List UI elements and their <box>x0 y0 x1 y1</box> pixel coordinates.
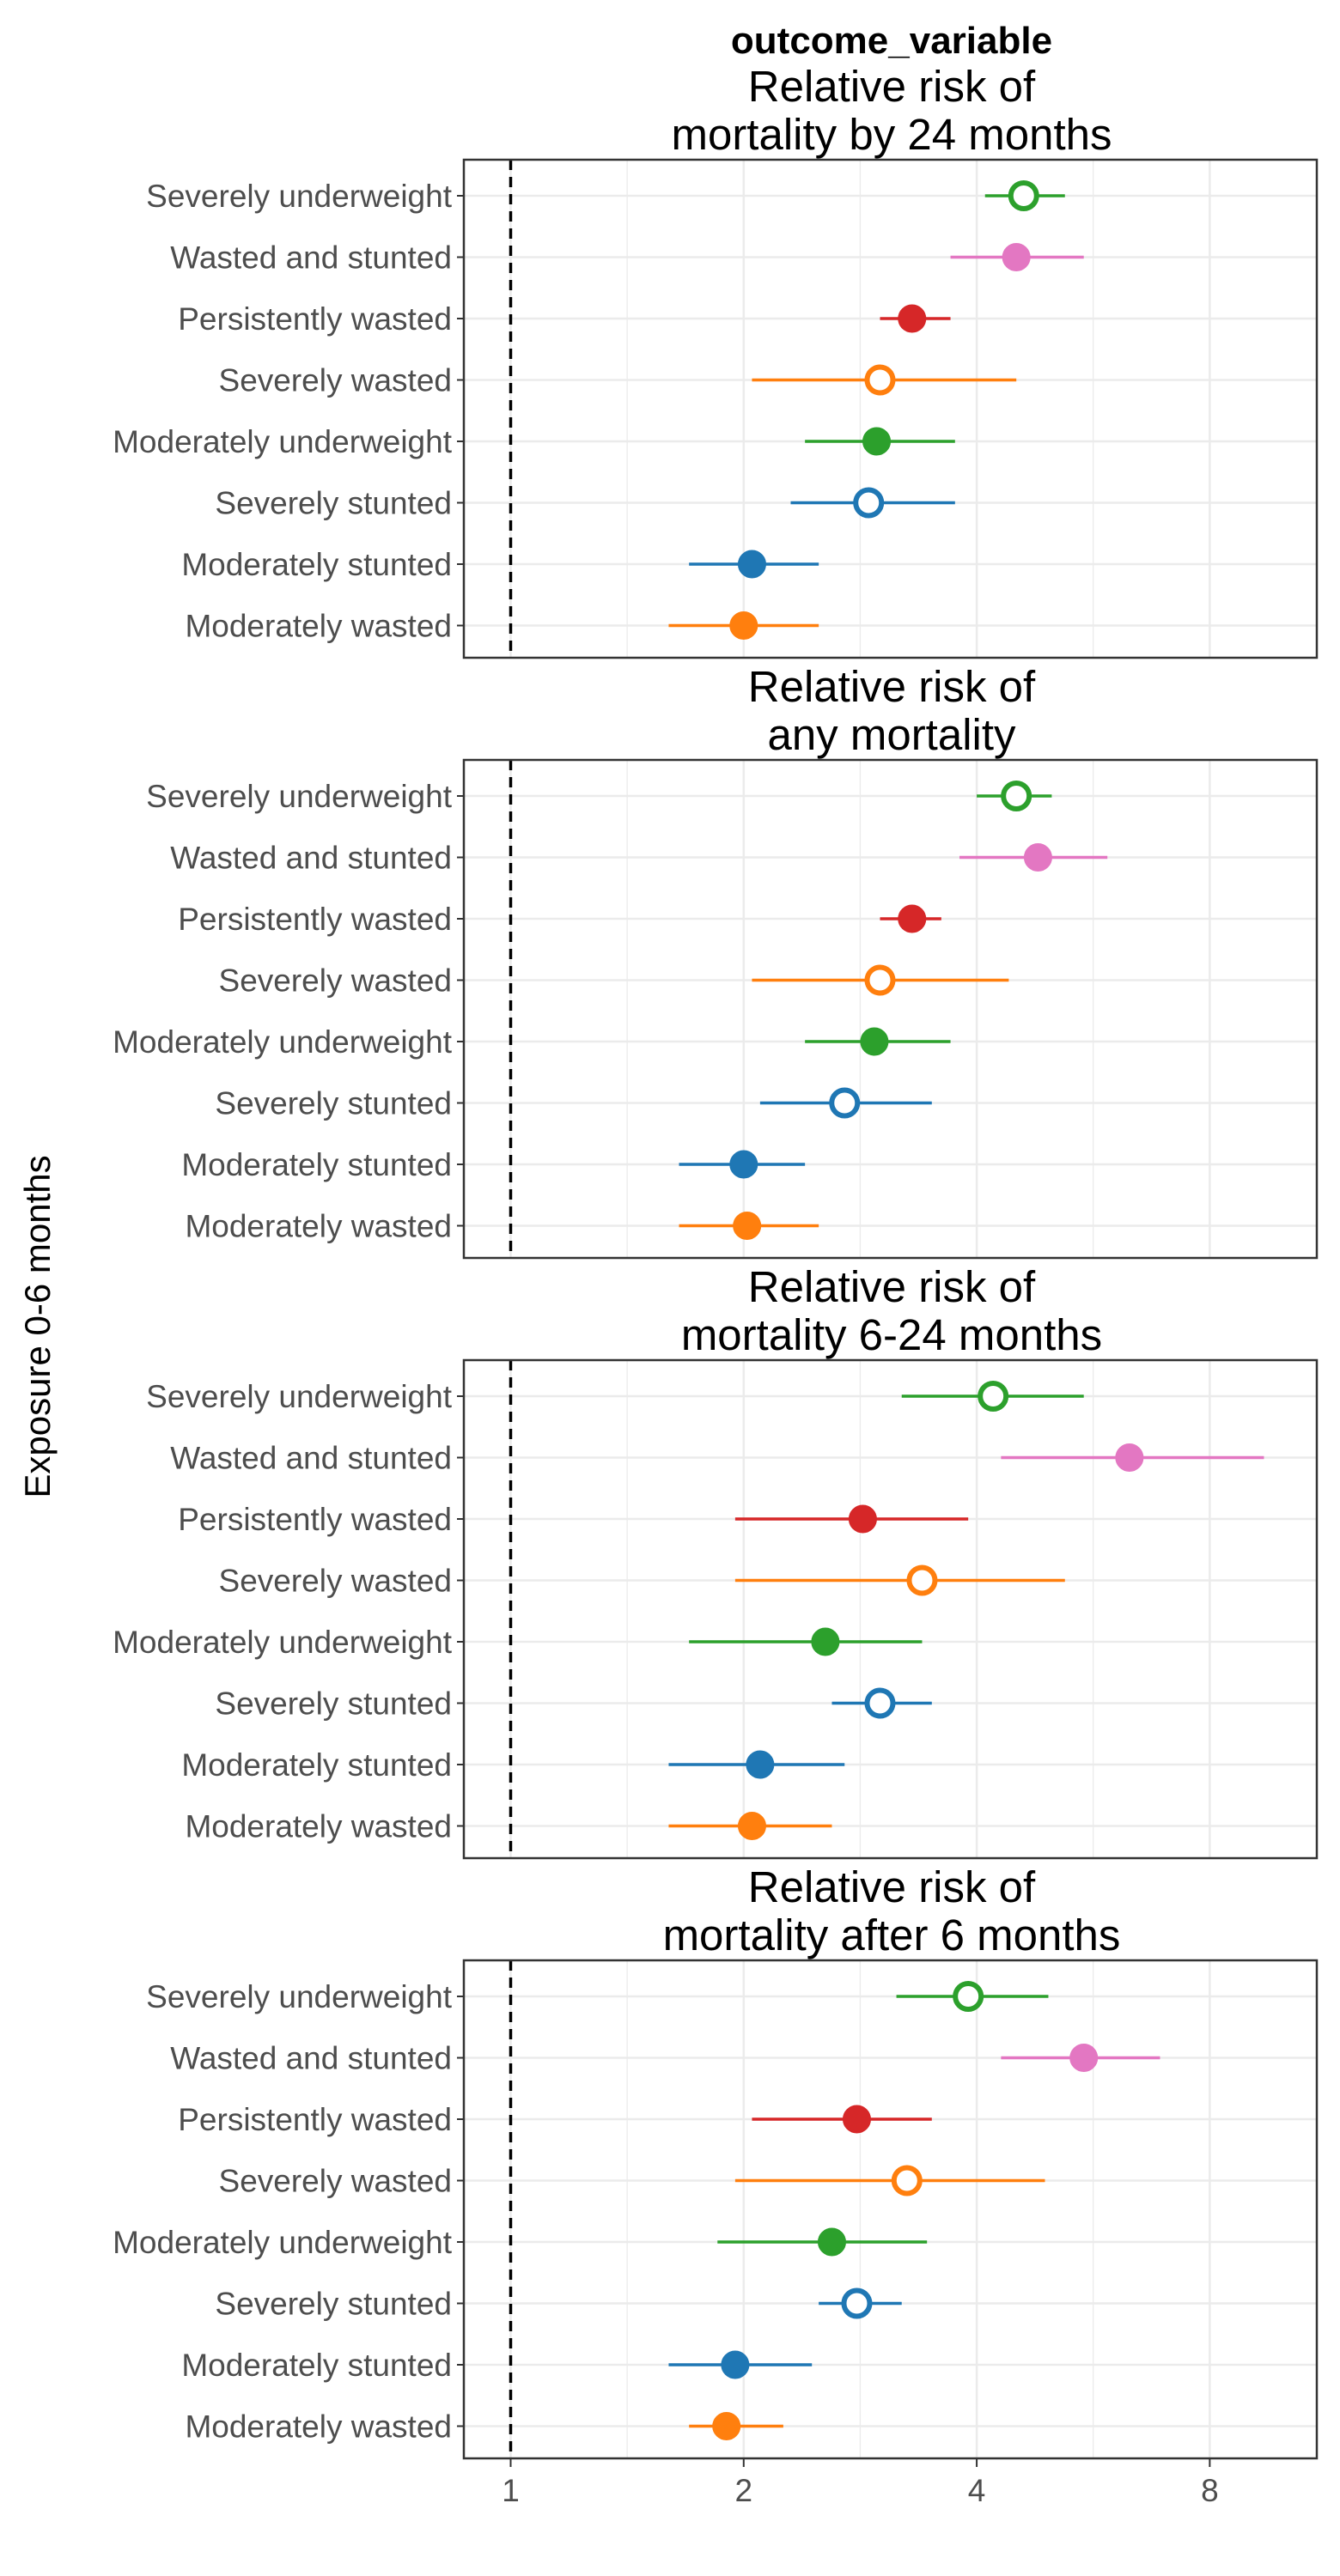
row-label: Moderately wasted <box>185 609 452 644</box>
panel-title-line1: Relative risk of <box>748 662 1036 711</box>
point-estimate <box>1001 781 1032 811</box>
point-estimate <box>1115 1443 1144 1472</box>
point-estimate <box>1023 843 1052 872</box>
point-estimate <box>978 1381 1009 1412</box>
point-estimate <box>842 2105 871 2134</box>
point-estimate <box>737 1812 766 1840</box>
point-estimate <box>953 1981 984 2012</box>
row-label: Persistently wasted <box>178 1502 452 1537</box>
panel-border <box>462 1959 1319 2460</box>
row-label: Persistently wasted <box>178 301 452 337</box>
point-estimate <box>853 487 885 519</box>
panel-border <box>462 158 1319 659</box>
row-label: Wasted and stunted <box>170 1441 452 1476</box>
row-label: Severely underweight <box>146 1979 453 2014</box>
panel-border <box>462 758 1319 1260</box>
panel-title-line1: Relative risk of <box>748 62 1036 111</box>
point-estimate <box>817 2227 846 2257</box>
row-label: Severely underweight <box>146 779 453 814</box>
panel-title-line1: Relative risk of <box>748 1262 1036 1311</box>
x-tick-label: 1 <box>502 2473 520 2508</box>
x-tick-label: 4 <box>968 2473 986 2508</box>
point-estimate <box>1008 180 1039 211</box>
row-label: Severely wasted <box>219 1564 452 1599</box>
point-estimate <box>829 1087 861 1119</box>
point-estimate <box>864 1687 896 1719</box>
row-label: Moderately underweight <box>113 424 453 459</box>
row-label: Severely wasted <box>219 363 452 398</box>
x-axis: 1 2 4 8 <box>502 2458 1219 2508</box>
point-estimate <box>864 964 896 996</box>
x-tick-label: 2 <box>735 2473 753 2508</box>
row-label: Moderately stunted <box>181 2348 452 2383</box>
point-estimate <box>737 550 766 579</box>
panel-title-line2: mortality 6-24 months <box>681 1310 1102 1359</box>
point-estimate <box>729 611 758 640</box>
row-label: Severely stunted <box>215 1686 452 1722</box>
row-label: Severely underweight <box>146 179 453 214</box>
row-label: Severely underweight <box>146 1379 453 1414</box>
strip-title: outcome_variable <box>731 20 1052 62</box>
row-label: Moderately stunted <box>181 1147 452 1182</box>
point-estimate <box>898 904 927 933</box>
row-label: Severely wasted <box>219 2164 452 2199</box>
point-estimate <box>712 2412 741 2440</box>
row-label: Moderately underweight <box>113 1625 453 1660</box>
point-estimate <box>1069 2044 1099 2072</box>
row-label: Moderately stunted <box>181 547 452 582</box>
row-label: Persistently wasted <box>178 902 452 937</box>
panel-title-line2: mortality by 24 months <box>671 110 1112 159</box>
row-label: Wasted and stunted <box>170 2041 452 2076</box>
point-estimate <box>860 1027 889 1056</box>
point-estimate <box>862 427 892 456</box>
point-estimate <box>906 1564 938 1596</box>
row-label: Persistently wasted <box>178 2102 452 2137</box>
point-estimate <box>746 1750 775 1779</box>
panel-border <box>462 1358 1319 1860</box>
row-label: Wasted and stunted <box>170 240 452 276</box>
point-estimate <box>733 1212 762 1240</box>
point-estimate <box>1002 243 1031 271</box>
point-estimate <box>864 364 896 396</box>
x-tick-label: 8 <box>1201 2473 1219 2508</box>
point-estimate <box>729 1150 758 1179</box>
row-label: Moderately stunted <box>181 1747 452 1783</box>
row-label: Severely stunted <box>215 486 452 521</box>
point-estimate <box>848 1504 877 1534</box>
row-label: Moderately underweight <box>113 2225 453 2260</box>
row-label: Moderately wasted <box>185 2409 452 2445</box>
point-estimate <box>841 2287 873 2319</box>
row-label: Severely wasted <box>219 963 452 999</box>
point-estimate <box>811 1627 840 1656</box>
panel-title-line2: any mortality <box>767 710 1016 759</box>
row-label: Wasted and stunted <box>170 841 452 876</box>
row-label: Severely stunted <box>215 2287 452 2322</box>
row-label: Severely stunted <box>215 1086 452 1121</box>
row-label: Moderately wasted <box>185 1809 452 1844</box>
y-axis-title: Exposure 0-6 months <box>17 1155 58 1498</box>
row-label: Moderately wasted <box>185 1209 452 1244</box>
point-estimate <box>721 2350 750 2379</box>
row-label: Moderately underweight <box>113 1024 453 1060</box>
point-estimate <box>898 304 927 333</box>
panel-title-line1: Relative risk of <box>748 1862 1036 1911</box>
point-estimate <box>891 2165 923 2196</box>
panel-title-line2: mortality after 6 months <box>663 1911 1121 1959</box>
